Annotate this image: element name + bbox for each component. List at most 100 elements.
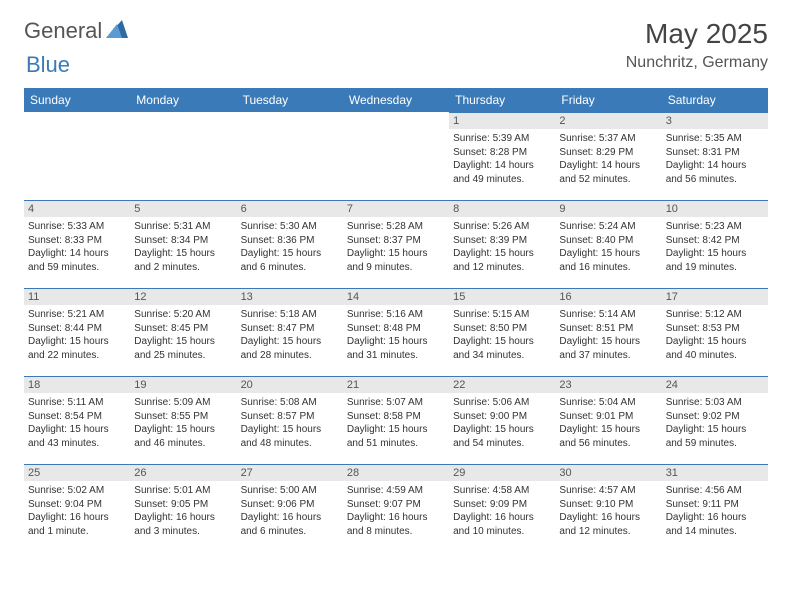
calendar-day-cell: 21Sunrise: 5:07 AMSunset: 8:58 PMDayligh… — [343, 376, 449, 464]
daylight-text: Daylight: 15 hours and 54 minutes. — [453, 423, 551, 450]
day-number: 25 — [24, 464, 130, 481]
daylight-text: Daylight: 15 hours and 28 minutes. — [241, 335, 339, 362]
day-number: 4 — [24, 200, 130, 217]
day-number: 8 — [449, 200, 555, 217]
calendar-day-cell: 22Sunrise: 5:06 AMSunset: 9:00 PMDayligh… — [449, 376, 555, 464]
sunset-text: Sunset: 8:48 PM — [347, 322, 445, 336]
sunrise-text: Sunrise: 5:06 AM — [453, 396, 551, 410]
daylight-text: Daylight: 15 hours and 31 minutes. — [347, 335, 445, 362]
day-number: 26 — [130, 464, 236, 481]
calendar-day-cell: 20Sunrise: 5:08 AMSunset: 8:57 PMDayligh… — [237, 376, 343, 464]
sunrise-text: Sunrise: 5:03 AM — [666, 396, 764, 410]
calendar-day-cell: 29Sunrise: 4:58 AMSunset: 9:09 PMDayligh… — [449, 464, 555, 552]
sunrise-text: Sunrise: 5:30 AM — [241, 220, 339, 234]
calendar-day-cell — [130, 112, 236, 200]
daylight-text: Daylight: 15 hours and 48 minutes. — [241, 423, 339, 450]
day-number: 23 — [555, 376, 661, 393]
day-info: Sunrise: 4:57 AMSunset: 9:10 PMDaylight:… — [555, 481, 661, 542]
sunset-text: Sunset: 8:58 PM — [347, 410, 445, 424]
sunset-text: Sunset: 8:37 PM — [347, 234, 445, 248]
calendar-week-row: 18Sunrise: 5:11 AMSunset: 8:54 PMDayligh… — [24, 376, 768, 464]
day-info: Sunrise: 5:01 AMSunset: 9:05 PMDaylight:… — [130, 481, 236, 542]
calendar-day-cell: 1Sunrise: 5:39 AMSunset: 8:28 PMDaylight… — [449, 112, 555, 200]
sunset-text: Sunset: 9:01 PM — [559, 410, 657, 424]
daylight-text: Daylight: 15 hours and 2 minutes. — [134, 247, 232, 274]
weekday-header-row: Sunday Monday Tuesday Wednesday Thursday… — [24, 88, 768, 112]
day-info: Sunrise: 5:20 AMSunset: 8:45 PMDaylight:… — [130, 305, 236, 366]
calendar-day-cell: 9Sunrise: 5:24 AMSunset: 8:40 PMDaylight… — [555, 200, 661, 288]
sunrise-text: Sunrise: 4:59 AM — [347, 484, 445, 498]
day-info: Sunrise: 5:35 AMSunset: 8:31 PMDaylight:… — [662, 129, 768, 190]
calendar-week-row: 1Sunrise: 5:39 AMSunset: 8:28 PMDaylight… — [24, 112, 768, 200]
sunset-text: Sunset: 8:33 PM — [28, 234, 126, 248]
logo-word1: General — [24, 18, 102, 44]
day-info: Sunrise: 5:33 AMSunset: 8:33 PMDaylight:… — [24, 217, 130, 278]
daylight-text: Daylight: 15 hours and 25 minutes. — [134, 335, 232, 362]
daylight-text: Daylight: 15 hours and 34 minutes. — [453, 335, 551, 362]
sunrise-text: Sunrise: 4:58 AM — [453, 484, 551, 498]
sunset-text: Sunset: 8:36 PM — [241, 234, 339, 248]
day-number: 2 — [555, 112, 661, 129]
sunset-text: Sunset: 8:31 PM — [666, 146, 764, 160]
daylight-text: Daylight: 14 hours and 49 minutes. — [453, 159, 551, 186]
sunrise-text: Sunrise: 5:15 AM — [453, 308, 551, 322]
sunrise-text: Sunrise: 5:07 AM — [347, 396, 445, 410]
sunset-text: Sunset: 8:45 PM — [134, 322, 232, 336]
daylight-text: Daylight: 15 hours and 19 minutes. — [666, 247, 764, 274]
day-info: Sunrise: 4:58 AMSunset: 9:09 PMDaylight:… — [449, 481, 555, 542]
day-number: 13 — [237, 288, 343, 305]
day-info: Sunrise: 5:04 AMSunset: 9:01 PMDaylight:… — [555, 393, 661, 454]
col-sunday: Sunday — [24, 88, 130, 112]
sunset-text: Sunset: 8:42 PM — [666, 234, 764, 248]
calendar-day-cell: 3Sunrise: 5:35 AMSunset: 8:31 PMDaylight… — [662, 112, 768, 200]
day-info: Sunrise: 5:08 AMSunset: 8:57 PMDaylight:… — [237, 393, 343, 454]
calendar-day-cell: 8Sunrise: 5:26 AMSunset: 8:39 PMDaylight… — [449, 200, 555, 288]
sunset-text: Sunset: 8:50 PM — [453, 322, 551, 336]
calendar-day-cell: 15 Sunrise: 5:15 AMSunset: 8:50 PMDayligh… — [449, 288, 555, 376]
day-info: Sunrise: 5:21 AMSunset: 8:44 PMDaylight:… — [24, 305, 130, 366]
sunrise-text: Sunrise: 5:08 AM — [241, 396, 339, 410]
day-info: Sunrise: 5:26 AMSunset: 8:39 PMDaylight:… — [449, 217, 555, 278]
sunrise-text: Sunrise: 5:23 AM — [666, 220, 764, 234]
sunrise-text: Sunrise: 5:11 AM — [28, 396, 126, 410]
daylight-text: Daylight: 16 hours and 8 minutes. — [347, 511, 445, 538]
day-number: 18 — [24, 376, 130, 393]
daylight-text: Daylight: 15 hours and 56 minutes. — [559, 423, 657, 450]
daylight-text: Daylight: 15 hours and 16 minutes. — [559, 247, 657, 274]
sunset-text: Sunset: 8:29 PM — [559, 146, 657, 160]
sunset-text: Sunset: 9:05 PM — [134, 498, 232, 512]
daylight-text: Daylight: 16 hours and 14 minutes. — [666, 511, 764, 538]
sunrise-text: Sunrise: 5:09 AM — [134, 396, 232, 410]
day-number: 29 — [449, 464, 555, 481]
day-info: Sunrise: 5:02 AMSunset: 9:04 PMDaylight:… — [24, 481, 130, 542]
daylight-text: Daylight: 15 hours and 43 minutes. — [28, 423, 126, 450]
calendar-week-row: 11Sunrise: 5:21 AMSunset: 8:44 PMDayligh… — [24, 288, 768, 376]
calendar-day-cell: 12Sunrise: 5:20 AMSunset: 8:45 PMDayligh… — [130, 288, 236, 376]
sunrise-text: Sunrise: 5:20 AM — [134, 308, 232, 322]
sunset-text: Sunset: 9:07 PM — [347, 498, 445, 512]
sunrise-text: Sunrise: 4:57 AM — [559, 484, 657, 498]
daylight-text: Daylight: 15 hours and 46 minutes. — [134, 423, 232, 450]
sunrise-text: Sunrise: 5:04 AM — [559, 396, 657, 410]
sunset-text: Sunset: 9:10 PM — [559, 498, 657, 512]
day-number: 15 — [449, 288, 555, 305]
calendar-day-cell — [343, 112, 449, 200]
sunset-text: Sunset: 9:06 PM — [241, 498, 339, 512]
sunrise-text: Sunrise: 5:33 AM — [28, 220, 126, 234]
daylight-text: Daylight: 16 hours and 10 minutes. — [453, 511, 551, 538]
calendar-day-cell: 17Sunrise: 5:12 AMSunset: 8:53 PMDayligh… — [662, 288, 768, 376]
day-info: Sunrise: 5:12 AMSunset: 8:53 PMDaylight:… — [662, 305, 768, 366]
col-saturday: Saturday — [662, 88, 768, 112]
daylight-text: Daylight: 16 hours and 6 minutes. — [241, 511, 339, 538]
day-number: 9 — [555, 200, 661, 217]
day-info: Sunrise: 5:30 AMSunset: 8:36 PMDaylight:… — [237, 217, 343, 278]
sunrise-text: Sunrise: 5:18 AM — [241, 308, 339, 322]
sunset-text: Sunset: 8:39 PM — [453, 234, 551, 248]
daylight-text: Daylight: 14 hours and 59 minutes. — [28, 247, 126, 274]
calendar-day-cell: 7Sunrise: 5:28 AMSunset: 8:37 PMDaylight… — [343, 200, 449, 288]
calendar-day-cell: 26Sunrise: 5:01 AMSunset: 9:05 PMDayligh… — [130, 464, 236, 552]
sunrise-text: Sunrise: 5:21 AM — [28, 308, 126, 322]
day-number: 31 — [662, 464, 768, 481]
calendar-day-cell: 28Sunrise: 4:59 AMSunset: 9:07 PMDayligh… — [343, 464, 449, 552]
sunset-text: Sunset: 9:02 PM — [666, 410, 764, 424]
